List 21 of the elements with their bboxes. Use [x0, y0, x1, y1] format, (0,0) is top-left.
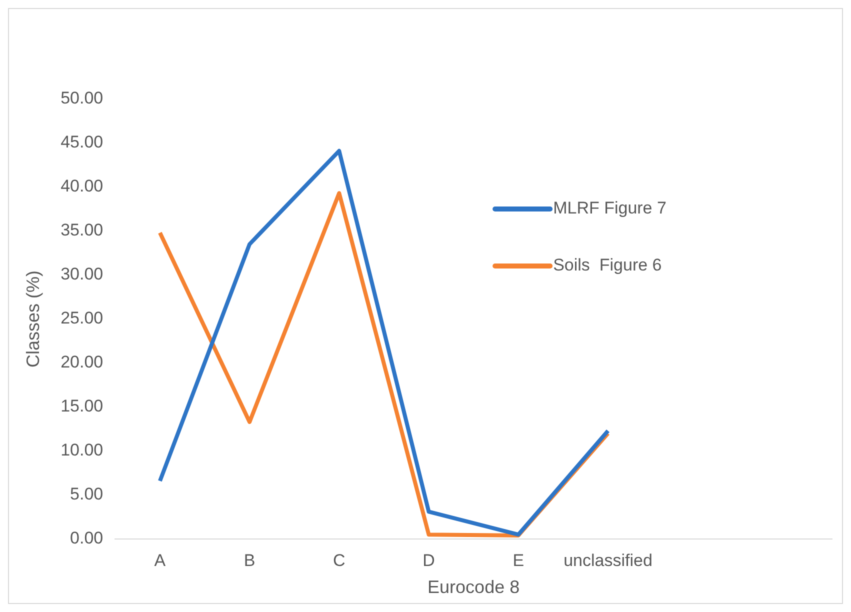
y-tick-label: 20.00 [60, 352, 104, 372]
y-axis-title: Classes (%) [22, 270, 43, 368]
y-tick-label: 15.00 [60, 396, 104, 416]
x-tick-label: C [333, 550, 346, 570]
y-tick-label: 50.00 [60, 88, 104, 108]
legend-label: MLRF Figure 7 [553, 198, 666, 218]
x-tick-label: A [154, 550, 166, 570]
x-tick-label: E [512, 550, 524, 570]
x-tick-label: unclassified [564, 550, 652, 570]
y-tick-label: 45.00 [60, 132, 104, 152]
y-tick-label: 25.00 [60, 308, 104, 328]
y-tick-label: 30.00 [60, 264, 104, 284]
x-axis-title: Eurocode 8 [428, 577, 520, 598]
y-tick-label: 10.00 [60, 440, 104, 460]
legend-label: Soils Figure 6 [553, 256, 662, 275]
x-tick-label: B [244, 550, 256, 570]
y-tick-label: 0.00 [70, 528, 104, 548]
y-tick-label: 5.00 [70, 484, 104, 504]
y-tick-label: 35.00 [60, 220, 104, 240]
x-tick-label: D [422, 550, 435, 570]
y-tick-label: 40.00 [60, 176, 104, 196]
